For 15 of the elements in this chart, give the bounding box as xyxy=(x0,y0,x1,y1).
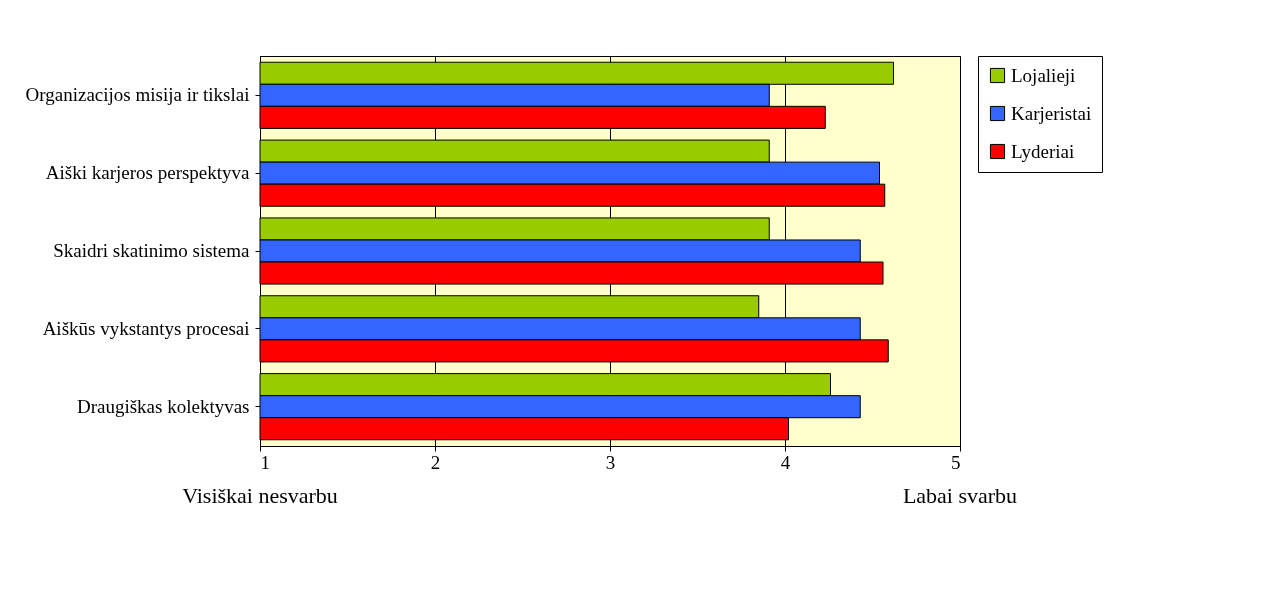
x-tick-label: 5 xyxy=(951,451,961,473)
x-tick-label: 1 xyxy=(260,451,270,473)
y-tick-label: Aiški karjeros perspektyva xyxy=(45,162,251,184)
text: Visiškai nesvarbu xyxy=(182,483,338,508)
y-tick-label: Skaidri skatinimo sistema xyxy=(53,240,251,261)
legend-label: Lojalieji xyxy=(1011,64,1076,86)
legend-label: Lyderiai xyxy=(1011,140,1075,162)
x-tick-label: 2 xyxy=(430,451,441,473)
legend-label: Karjeristai xyxy=(1011,102,1092,124)
x-tick-label: 3 xyxy=(605,451,616,473)
y-tick-label: Organizacijos misija ir tikslai xyxy=(25,84,250,106)
y-tick-label: Aiškūs vykstantys procesai xyxy=(42,317,250,339)
x-tick-label: 4 xyxy=(780,451,791,473)
text: Labai svarbu xyxy=(902,483,1018,508)
y-tick-label: Draugiškas kolektyvas xyxy=(76,395,250,417)
